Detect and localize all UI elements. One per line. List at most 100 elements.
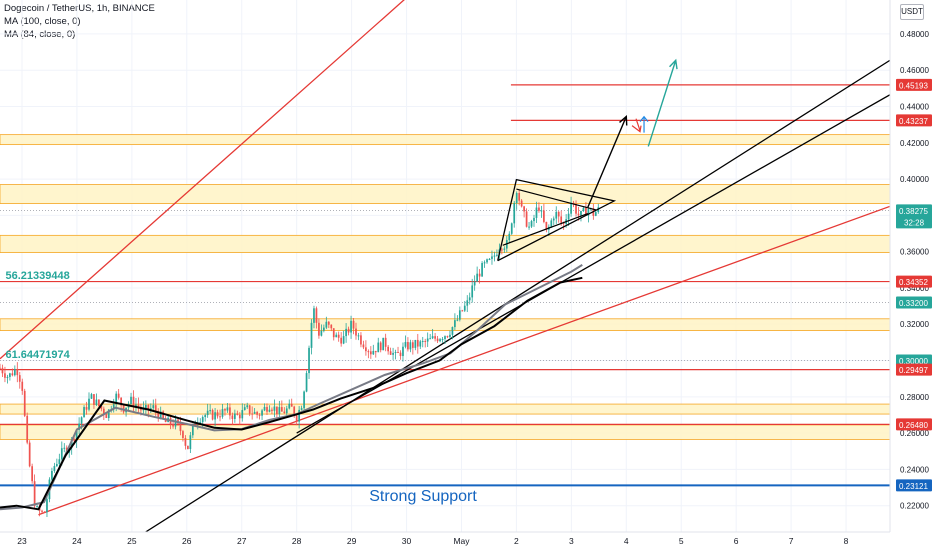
candle-body — [253, 411, 256, 414]
candle-body — [424, 341, 427, 343]
time-tick-label: 27 — [237, 536, 247, 546]
candle-body — [305, 373, 308, 392]
candle-body — [345, 328, 347, 337]
candle-body — [6, 376, 9, 378]
candle-body — [276, 406, 278, 415]
currency-badge[interactable]: USDT — [900, 4, 924, 20]
candle-body — [466, 300, 469, 306]
price-tag — [896, 479, 932, 492]
candle-body — [53, 466, 56, 471]
candle-body — [16, 368, 19, 376]
candle-body — [347, 328, 350, 333]
candle-body — [409, 342, 412, 350]
candle-body — [402, 346, 404, 357]
candle-body — [36, 506, 38, 508]
time-tick-label: 7 — [789, 536, 794, 546]
ma100-legend: MA (100, close, 0) — [4, 16, 81, 27]
price-tag — [896, 363, 932, 376]
candle-body — [9, 373, 11, 377]
candle-body — [273, 406, 276, 411]
candle-body — [75, 429, 78, 441]
time-tick-label: 25 — [127, 536, 137, 546]
candle-body — [446, 336, 449, 338]
candle-body — [540, 210, 543, 212]
candle-body — [130, 396, 132, 405]
time-tick-label: 26 — [182, 536, 192, 546]
candle-body — [137, 404, 140, 408]
up-arrow-marker — [639, 115, 649, 133]
candle-body — [384, 337, 387, 347]
candle-body — [266, 406, 268, 412]
candle-body — [55, 464, 58, 467]
time-tick-label: 29 — [347, 536, 357, 546]
candle-body — [221, 409, 224, 417]
price-tag-label: 0.34352 — [899, 278, 928, 287]
candle-body — [518, 193, 521, 201]
candle-body — [355, 328, 357, 336]
candle-body — [481, 263, 483, 277]
candle-body — [263, 406, 266, 411]
triangle-pattern-bottom — [502, 213, 589, 246]
candle-body — [154, 405, 157, 411]
candle-body — [515, 193, 518, 203]
candle-body — [377, 342, 380, 353]
candle-body — [357, 335, 360, 337]
candle-body — [463, 305, 466, 311]
candle-body — [112, 404, 115, 410]
candle-body — [115, 393, 118, 405]
time-tick-label: 4 — [624, 536, 629, 546]
candle-body — [135, 404, 137, 407]
trendline — [145, 59, 890, 532]
trendline — [0, 0, 405, 360]
candle-body — [555, 211, 558, 219]
candle-body — [411, 342, 414, 348]
price-tag — [896, 275, 932, 288]
candle-body — [488, 258, 491, 260]
candle-body — [476, 273, 479, 282]
candle-body — [367, 351, 370, 353]
candle-body — [451, 327, 454, 335]
candle-body — [209, 410, 212, 412]
trendline — [296, 94, 890, 434]
candle-body — [493, 255, 496, 257]
candle-body — [159, 411, 162, 419]
candle-body — [13, 368, 16, 376]
price-tag — [896, 204, 932, 229]
candle-body — [545, 221, 548, 230]
candle-body — [172, 424, 174, 427]
support-resistance-zone — [0, 134, 890, 146]
candle-body — [105, 414, 108, 419]
candle-body — [107, 409, 110, 419]
candle-body — [46, 499, 48, 513]
candle-body — [431, 336, 434, 339]
candle-body — [436, 338, 439, 342]
candle-body — [471, 285, 474, 298]
candle-body — [454, 320, 456, 328]
price-tag-label: 0.38275 — [899, 207, 928, 216]
candle-body — [496, 254, 498, 256]
ma100-line — [0, 276, 583, 511]
candle-body — [214, 412, 216, 420]
price-tag — [896, 418, 932, 431]
candle-body — [182, 431, 184, 438]
candle-body — [337, 334, 340, 338]
candle-body — [28, 442, 31, 467]
candle-body — [491, 256, 493, 259]
candle-body — [174, 419, 177, 427]
candle-body — [268, 409, 271, 412]
candle-body — [585, 207, 587, 216]
indicator-value-label: 61.64471974 — [5, 349, 70, 361]
price-tick-label: 0.36000 — [900, 248, 929, 257]
candle-body — [248, 405, 251, 414]
candle-body — [389, 351, 392, 355]
candle-body — [369, 351, 372, 355]
candle-body — [211, 410, 214, 420]
price-tick-label: 0.46000 — [900, 66, 929, 75]
support-resistance-zone — [0, 424, 890, 440]
candle-body — [83, 407, 85, 418]
candle-body — [318, 322, 320, 336]
candle-body — [199, 422, 202, 424]
candle-body — [444, 336, 446, 340]
candle-body — [120, 397, 123, 406]
